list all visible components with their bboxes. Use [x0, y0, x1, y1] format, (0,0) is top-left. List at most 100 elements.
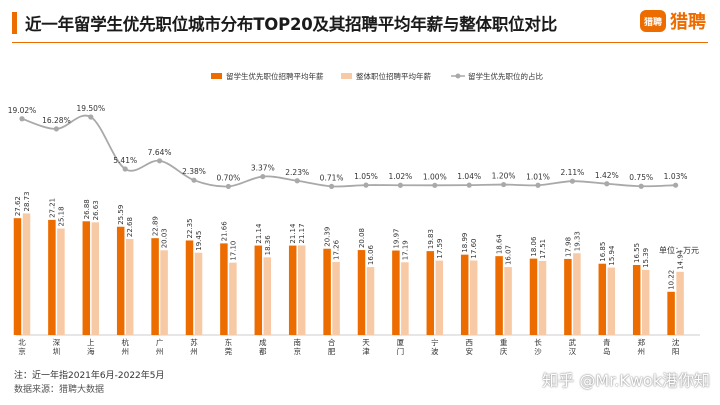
bar-primary-label-10: 20.39 — [324, 227, 332, 247]
bar-secondary-5 — [160, 250, 168, 335]
x-tick-label-18-2: 岛 — [603, 346, 611, 356]
bar-secondary-label-1: 28.73 — [23, 191, 31, 211]
x-tick-label-20-1: 沈 — [672, 337, 680, 347]
legend-label-3: 留学生优先职位的占比 — [468, 71, 543, 81]
bar-primary-label-1: 27.62 — [14, 196, 22, 216]
page-title: 近一年留学生优先职位城市分布TOP20及其招聘平均年薪与整体职位对比 — [25, 15, 558, 34]
bar-primary-15 — [495, 256, 503, 335]
bar-secondary-label-7: 17.10 — [229, 241, 237, 261]
bar-secondary-7 — [229, 262, 237, 335]
legend-swatch-2 — [341, 73, 352, 79]
bar-secondary-15 — [504, 267, 512, 335]
bar-secondary-label-5: 20.03 — [161, 228, 169, 248]
share-label-14: 1.04% — [457, 172, 481, 181]
share-point-1 — [19, 116, 25, 122]
footnote-period: 注：近一年指2021年6月-2022年5月 — [14, 371, 165, 381]
share-label-1: 19.02% — [8, 106, 37, 115]
bar-secondary-label-19: 15.39 — [642, 248, 650, 268]
bar-primary-20 — [667, 291, 675, 335]
title-row: 近一年留学生优先职位城市分布TOP20及其招聘平均年薪与整体职位对比 — [12, 10, 557, 36]
bar-primary-label-15: 18.64 — [496, 234, 504, 255]
bar-primary-18 — [598, 263, 607, 335]
bar-secondary-11 — [366, 267, 375, 335]
bar-primary-label-9: 21.14 — [289, 223, 297, 244]
x-tick-label-16-2: 沙 — [534, 347, 542, 356]
share-label-9: 2.23% — [285, 168, 309, 177]
bar-secondary-label-2: 25.18 — [57, 206, 65, 226]
share-point-9 — [294, 178, 300, 184]
bar-primary-10 — [323, 248, 331, 335]
bar-secondary-3 — [91, 222, 100, 335]
share-label-19: 0.75% — [629, 173, 653, 182]
bar-secondary-label-14: 17.60 — [470, 239, 478, 259]
bar-primary-5 — [151, 238, 159, 335]
bar-primary-label-11: 20.08 — [358, 228, 366, 248]
x-tick-label-6-2: 州 — [190, 347, 198, 356]
liepin-logo-icon: 猎聘 — [640, 10, 666, 32]
legend-label-1: 留学生优先职位招聘平均年薪 — [226, 71, 324, 81]
x-tick-label-17-2: 汉 — [569, 347, 577, 356]
bar-secondary-6 — [194, 252, 203, 335]
x-tick-label-3-1: 上 — [87, 338, 95, 347]
x-tick-label-11-2: 津 — [362, 347, 370, 356]
legend-line-marker — [455, 73, 461, 79]
bar-primary-label-8: 21.14 — [255, 223, 263, 244]
zhihu-watermark: 知乎 @Mr.Kwok港你知 — [542, 371, 710, 390]
x-tick-label-9-1: 南 — [293, 337, 301, 347]
bar-primary-label-17: 17.98 — [564, 237, 572, 257]
share-label-17: 2.11% — [560, 168, 584, 177]
x-tick-label-12-1: 厦 — [397, 338, 405, 347]
bar-primary-label-18: 16.85 — [599, 242, 607, 262]
share-label-12: 1.02% — [388, 172, 412, 181]
bar-secondary-label-4: 22.68 — [126, 217, 134, 237]
bar-primary-label-7: 21.66 — [220, 221, 228, 242]
legend-swatch-1 — [211, 73, 222, 79]
bar-secondary-label-20: 14.94 — [677, 249, 685, 270]
share-point-3 — [88, 114, 94, 120]
bar-primary-6 — [185, 240, 194, 335]
bar-secondary-17 — [573, 253, 581, 335]
x-tick-label-7-2: 莞 — [225, 346, 233, 356]
bar-primary-14 — [460, 254, 469, 335]
x-tick-label-4-1: 杭 — [121, 337, 129, 347]
share-point-17 — [569, 178, 576, 184]
title-divider — [12, 42, 708, 43]
bar-secondary-label-8: 18.36 — [264, 235, 272, 256]
share-label-5: 7.64% — [148, 148, 172, 157]
share-label-7: 0.70% — [216, 173, 240, 182]
share-label-16: 1.01% — [526, 172, 550, 181]
share-label-6: 2.38% — [182, 167, 206, 176]
bar-secondary-4 — [125, 239, 134, 335]
share-point-11 — [363, 182, 369, 188]
x-tick-label-17-1: 武 — [569, 337, 577, 347]
x-tick-label-8-2: 都 — [259, 347, 267, 356]
bar-primary-9 — [288, 245, 297, 335]
bar-secondary-19 — [641, 269, 650, 335]
share-label-2: 16.28% — [42, 116, 71, 125]
share-point-10 — [329, 183, 335, 189]
x-tick-label-11-1: 天 — [362, 338, 370, 347]
bar-primary-label-4: 25.59 — [117, 205, 125, 225]
x-tick-label-2-1: 深 — [53, 338, 61, 347]
bar-primary-16 — [529, 258, 538, 335]
bar-secondary-13 — [435, 260, 444, 335]
x-tick-label-5-1: 广 — [156, 337, 164, 347]
bar-secondary-2 — [57, 228, 65, 335]
bar-secondary-9 — [297, 245, 306, 335]
share-point-6 — [191, 177, 197, 183]
x-tick-label-8-1: 成 — [259, 337, 267, 347]
x-tick-label-15-2: 庆 — [500, 346, 508, 356]
x-tick-label-14-1: 西 — [465, 338, 473, 347]
share-point-4 — [122, 166, 128, 172]
bar-primary-13 — [426, 251, 435, 335]
bar-primary-label-19: 16.55 — [633, 243, 641, 263]
bar-primary-3 — [82, 221, 91, 335]
bar-primary-label-20: 10.22 — [668, 270, 676, 290]
bar-secondary-16 — [538, 260, 547, 335]
x-tick-label-5-2: 州 — [156, 347, 164, 356]
bar-secondary-8 — [263, 257, 272, 335]
bar-primary-1 — [13, 218, 22, 335]
share-label-11: 1.05% — [354, 172, 378, 181]
